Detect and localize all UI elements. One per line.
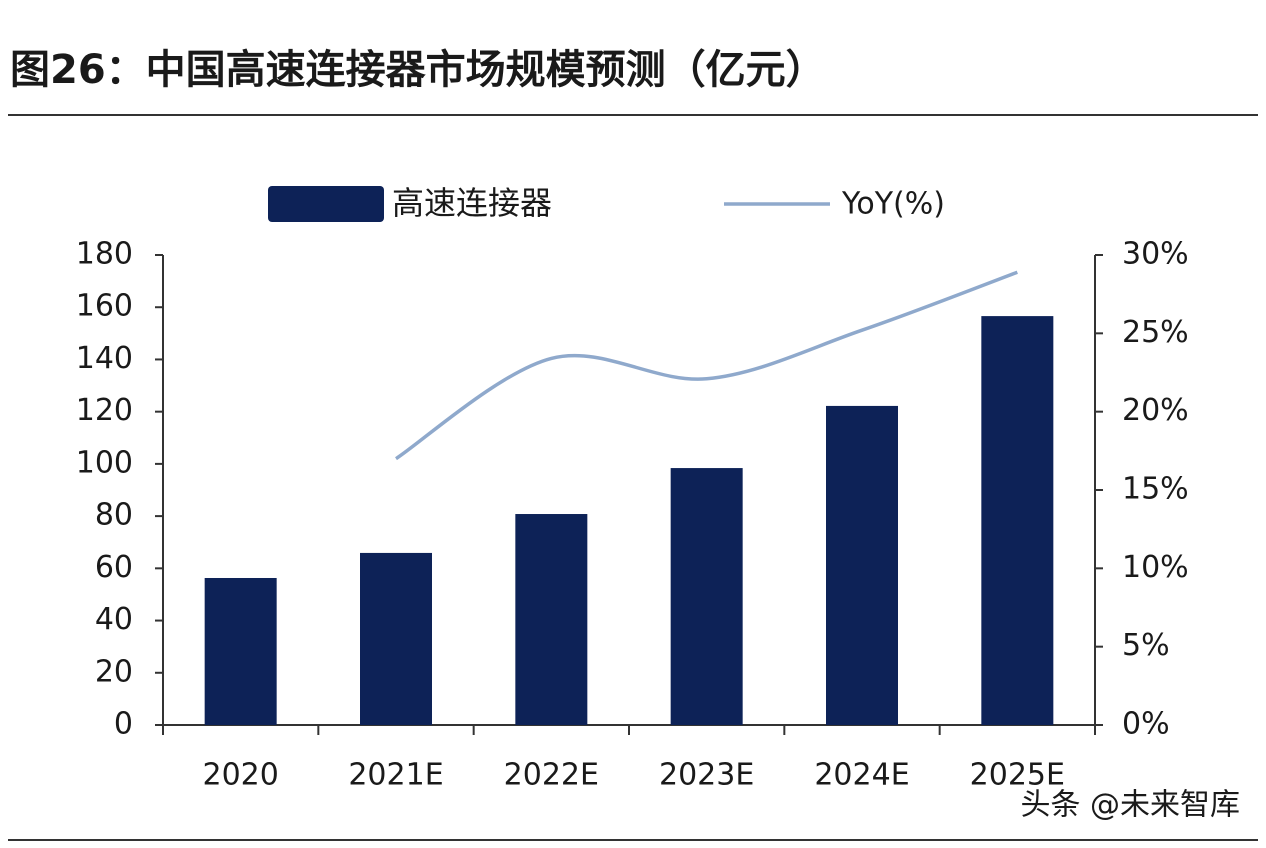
y-tick-label: 100 bbox=[76, 445, 133, 480]
y-tick-label: 160 bbox=[76, 289, 133, 324]
y2-tick-label: 25% bbox=[1122, 315, 1189, 350]
bar bbox=[204, 577, 277, 725]
x-tick-label: 2024E bbox=[814, 758, 909, 793]
y-tick-label: 180 bbox=[76, 237, 133, 272]
watermark: 头条 @未来智库 bbox=[1020, 788, 1240, 823]
x-tick-label: 2023E bbox=[659, 758, 754, 793]
bar bbox=[981, 316, 1054, 725]
chart-title: 图26：中国高速连接器市场规模预测（亿元） bbox=[10, 47, 826, 93]
x-tick-label: 2020 bbox=[202, 758, 278, 793]
y2-tick-label: 30% bbox=[1122, 237, 1189, 272]
x-tick-label: 2021E bbox=[348, 758, 443, 793]
yoy-line bbox=[395, 270, 1018, 461]
bar bbox=[360, 552, 432, 725]
y-tick-label: 60 bbox=[95, 550, 133, 585]
bar bbox=[826, 405, 898, 725]
x-tick-label: 2025E bbox=[970, 758, 1065, 793]
y2-tick-label: 0% bbox=[1122, 707, 1170, 742]
bar bbox=[670, 468, 743, 725]
y2-tick-label: 5% bbox=[1122, 628, 1170, 663]
legend-label: YoY(%) bbox=[841, 187, 945, 222]
y-tick-label: 40 bbox=[95, 602, 133, 637]
y-tick-label: 20 bbox=[95, 654, 133, 689]
x-tick-label: 2022E bbox=[504, 758, 599, 793]
y-tick-label: 120 bbox=[76, 393, 133, 428]
bar bbox=[515, 514, 588, 725]
legend-swatch bbox=[268, 186, 384, 222]
y-tick-label: 140 bbox=[76, 341, 133, 376]
y-tick-label: 80 bbox=[95, 498, 133, 533]
y2-tick-label: 15% bbox=[1122, 472, 1189, 507]
y-tick-label: 0 bbox=[114, 707, 133, 742]
y2-tick-label: 10% bbox=[1122, 550, 1189, 585]
y2-tick-label: 20% bbox=[1122, 393, 1189, 428]
legend-label: 高速连接器 bbox=[392, 184, 552, 222]
